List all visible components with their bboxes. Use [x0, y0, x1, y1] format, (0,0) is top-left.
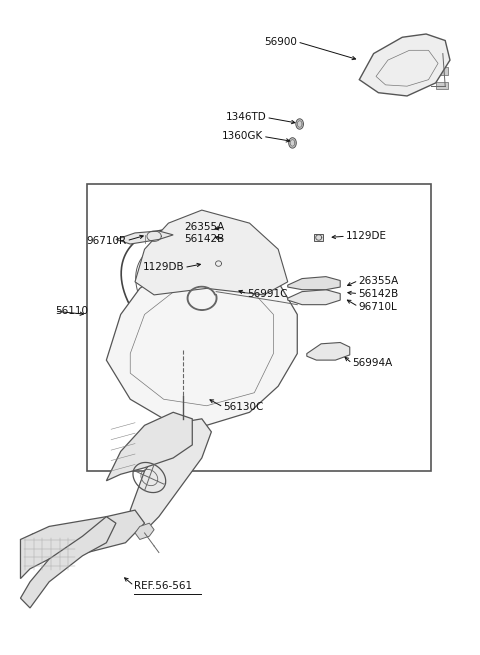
- Circle shape: [30, 534, 38, 546]
- Circle shape: [65, 548, 72, 557]
- Text: 56991C: 56991C: [247, 289, 288, 299]
- Bar: [436, 67, 447, 75]
- Text: 56110: 56110: [55, 306, 88, 316]
- Ellipse shape: [167, 390, 190, 409]
- Polygon shape: [288, 290, 340, 305]
- Text: 56994A: 56994A: [352, 358, 392, 368]
- Ellipse shape: [138, 377, 161, 396]
- Text: 1346TD: 1346TD: [226, 113, 266, 122]
- Text: 56142B: 56142B: [184, 234, 225, 244]
- Polygon shape: [135, 210, 288, 295]
- Text: 1129DB: 1129DB: [143, 263, 184, 272]
- Polygon shape: [107, 250, 297, 425]
- Circle shape: [296, 119, 303, 129]
- Text: REF.56-561: REF.56-561: [134, 581, 192, 591]
- Bar: [87, 184, 431, 471]
- Bar: [314, 234, 323, 242]
- Text: 1360GK: 1360GK: [222, 132, 263, 141]
- Text: 56142B: 56142B: [359, 289, 398, 299]
- Text: 96710L: 96710L: [359, 302, 397, 312]
- Polygon shape: [116, 231, 173, 244]
- Text: 26355A: 26355A: [184, 222, 225, 232]
- Text: 56900: 56900: [264, 37, 297, 47]
- Bar: [436, 82, 447, 90]
- Polygon shape: [135, 523, 154, 540]
- Text: 96710R: 96710R: [86, 236, 126, 246]
- Text: 56130C: 56130C: [223, 402, 264, 412]
- Text: 1129DE: 1129DE: [346, 231, 387, 241]
- Polygon shape: [288, 276, 340, 290]
- Polygon shape: [21, 510, 144, 578]
- Text: 26355A: 26355A: [359, 276, 398, 286]
- Circle shape: [288, 138, 296, 148]
- Circle shape: [36, 546, 43, 555]
- Polygon shape: [107, 412, 192, 481]
- Ellipse shape: [200, 396, 223, 415]
- Bar: [436, 53, 447, 61]
- Circle shape: [32, 550, 40, 561]
- Bar: [214, 259, 223, 267]
- Polygon shape: [130, 419, 211, 536]
- Polygon shape: [21, 517, 116, 608]
- Polygon shape: [360, 34, 450, 96]
- Polygon shape: [307, 343, 350, 360]
